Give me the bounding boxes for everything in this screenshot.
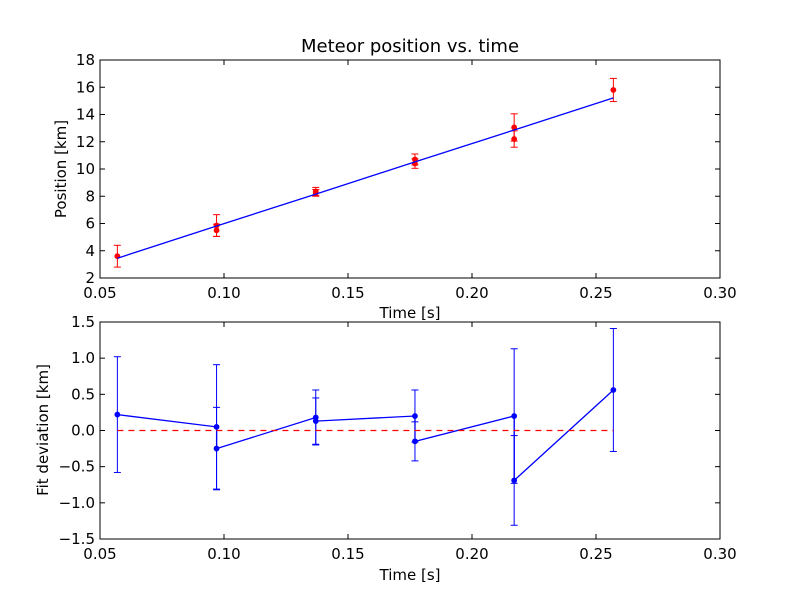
plot-area bbox=[113, 77, 617, 268]
y-tick-label: 2 bbox=[85, 269, 95, 287]
data-point bbox=[610, 387, 617, 393]
y-tick-label: 16 bbox=[76, 78, 95, 96]
fit-deviation-chart: 0.05 0.10 0.15 0.20 0.25 0.30 −1.5 −1.0 −0.5 0.0 0… bbox=[34, 313, 737, 584]
y-axis-label: Fit deviation [km] bbox=[34, 364, 52, 496]
axis-ticks: 0.05 0.10 0.15 0.20 0.25 0.30 2 4 6 8 10 12 14 16 18 bbox=[76, 51, 737, 302]
data-point bbox=[412, 413, 418, 419]
data-point bbox=[610, 87, 617, 93]
x-tick-label: 0.20 bbox=[455, 284, 488, 302]
y-tick-label: 10 bbox=[76, 160, 95, 178]
data-point bbox=[511, 477, 518, 484]
x-axis-label: Time [s] bbox=[379, 566, 441, 584]
y-tick-label: 12 bbox=[76, 133, 95, 151]
x-tick-label: 0.10 bbox=[207, 284, 240, 302]
y-tick-label: 1.5 bbox=[71, 313, 95, 331]
y-tick-label: −1.5 bbox=[59, 530, 95, 548]
y-tick-label: 8 bbox=[85, 187, 95, 205]
x-tick-label: 0.30 bbox=[703, 545, 736, 563]
y-tick-label: −1.0 bbox=[59, 494, 95, 512]
fit-line bbox=[117, 97, 614, 259]
data-point bbox=[213, 445, 220, 452]
x-tick-label: 0.15 bbox=[331, 284, 364, 302]
x-tick-label: 0.15 bbox=[331, 545, 364, 563]
x-tick-label: 0.25 bbox=[579, 284, 612, 302]
y-tick-label: 0.0 bbox=[71, 422, 95, 440]
data-point bbox=[511, 413, 518, 419]
axis-ticks: 0.05 0.10 0.15 0.20 0.25 0.30 −1.5 −1.0 −0.5 0.0 0… bbox=[59, 313, 737, 563]
data-point bbox=[312, 418, 319, 424]
data-point bbox=[213, 423, 220, 430]
x-axis-label: Time [s] bbox=[379, 304, 441, 322]
data-point bbox=[511, 136, 518, 142]
data-point bbox=[114, 411, 121, 418]
plot-area bbox=[113, 328, 617, 526]
x-tick-label: 0.05 bbox=[83, 545, 116, 563]
y-tick-label: 1.0 bbox=[71, 349, 95, 367]
data-point bbox=[412, 438, 418, 445]
y-tick-label: 6 bbox=[85, 215, 95, 233]
x-tick-label: 0.10 bbox=[207, 545, 240, 563]
y-tick-label: −0.5 bbox=[59, 458, 95, 476]
x-tick-label: 0.20 bbox=[455, 545, 488, 563]
y-tick-label: 18 bbox=[76, 51, 95, 69]
chart-title: Meteor position vs. time bbox=[301, 36, 519, 57]
y-tick-label: 0.5 bbox=[71, 385, 95, 403]
y-axis-label: Position [km] bbox=[52, 120, 70, 218]
y-tick-label: 14 bbox=[76, 106, 95, 124]
y-tick-label: 4 bbox=[85, 242, 95, 260]
position-vs-time-chart: Meteor position vs. time 0.05 0.10 0.15 0.2… bbox=[52, 36, 737, 322]
x-tick-label: 0.30 bbox=[703, 284, 736, 302]
x-tick-label: 0.25 bbox=[579, 545, 612, 563]
x-tick-label: 0.05 bbox=[83, 284, 116, 302]
data-point bbox=[213, 227, 220, 234]
